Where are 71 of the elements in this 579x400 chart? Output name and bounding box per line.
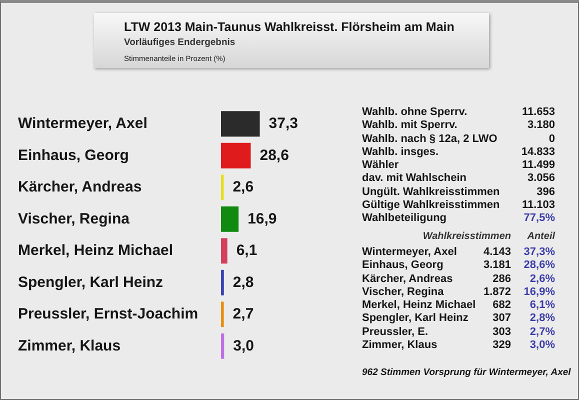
text: 28,6%: [522, 259, 555, 273]
bar: [221, 238, 228, 264]
text: 37,3%: [522, 246, 555, 260]
text: 2,8%: [528, 312, 555, 326]
text: 11.103: [521, 199, 555, 212]
text: Wahlb. mit Sperrv.: [362, 119, 458, 133]
text: Merkel, Heinz Michael: [362, 299, 477, 312]
chart-subtitle: Vorläufiges Endergebnis: [124, 37, 236, 48]
data-label: 2,8: [232, 274, 254, 291]
data-label: 6,1: [236, 242, 258, 260]
text: 682: [492, 299, 511, 312]
y-tick-label: Wintermeyer, Axel: [18, 115, 148, 132]
text: Wahlb. insges.: [362, 146, 440, 160]
text: 14.833: [521, 146, 555, 160]
text: 962 Stimmen Vorsprung für Wintermeyer, Axel: [362, 367, 571, 378]
text: Anteil: [526, 230, 555, 243]
text: Ungült. Wahlkreisstimmen: [362, 186, 501, 200]
bar: [221, 270, 224, 296]
text: 2,6%: [528, 272, 555, 286]
text: Wahlb. ohne Sperrv.: [362, 106, 468, 120]
text: 77,5%: [522, 212, 555, 226]
text: Gültige Wahlkreisstimmen: [362, 199, 501, 212]
data-label: 2,6: [232, 178, 254, 196]
data-label: 28,6: [260, 146, 289, 164]
text: 2,7%: [528, 326, 555, 340]
text: 286: [492, 272, 511, 286]
text: Spengler, Karl Heinz: [362, 312, 470, 326]
text: Vischer, Regina: [362, 286, 445, 300]
data-label: 2,7: [232, 306, 254, 323]
text: 11.499: [521, 159, 555, 172]
text: 3,0%: [528, 339, 555, 352]
y-tick-label: Kärcher, Andreas: [18, 178, 142, 196]
text: Wintermeyer, Axel: [362, 246, 458, 260]
text: Wahlkreisstimmen: [422, 230, 511, 243]
bar: [221, 302, 224, 328]
text: Wahlbeteiligung: [362, 212, 448, 226]
text: Kärcher, Andreas: [362, 272, 454, 286]
text: Wähler: [362, 159, 400, 172]
bar: [221, 111, 260, 137]
y-tick-label: Spengler, Karl Heinz: [18, 274, 164, 291]
text: Preussler, E.: [362, 326, 430, 340]
text: 3.056: [526, 172, 555, 186]
text: 329: [492, 339, 511, 352]
text: Zimmer, Klaus: [362, 339, 438, 352]
text: 1.872: [482, 286, 511, 300]
text: LTW 2013 Main-Taunus Wahlkreisst. Flörsheim am Main: [124, 20, 454, 34]
y-tick-label: Preussler, Ernst-Joachim: [18, 306, 198, 323]
bar: [221, 333, 224, 359]
text: Wahlb. nach § 12a, 2 LWO: [362, 132, 498, 146]
y-tick-label: Einhaus, Georg: [18, 146, 129, 164]
text: 11.653: [521, 106, 555, 120]
text: Einhaus, Georg: [362, 259, 444, 273]
text: 396: [536, 186, 555, 200]
bar: [221, 142, 251, 168]
y-tick-label: Merkel, Heinz Michael: [18, 242, 174, 260]
text: 303: [492, 326, 511, 340]
text: dav. mit Wahlschein: [362, 172, 468, 186]
text: 0: [548, 132, 555, 146]
bar: [221, 206, 239, 232]
bar: [221, 174, 224, 200]
text: 6,1%: [528, 299, 555, 312]
text: 3.181: [482, 259, 511, 273]
text: 4.143: [482, 246, 511, 260]
text: 307: [492, 312, 511, 326]
text: 3.180: [526, 119, 555, 133]
data-label: 3,0: [233, 337, 254, 354]
text: 16,9%: [522, 286, 555, 300]
data-label: 37,3: [268, 115, 298, 132]
data-label: 16,9: [248, 210, 277, 228]
y-tick-label: Zimmer, Klaus: [18, 337, 121, 354]
y-tick-label: Vischer, Regina: [18, 210, 130, 228]
